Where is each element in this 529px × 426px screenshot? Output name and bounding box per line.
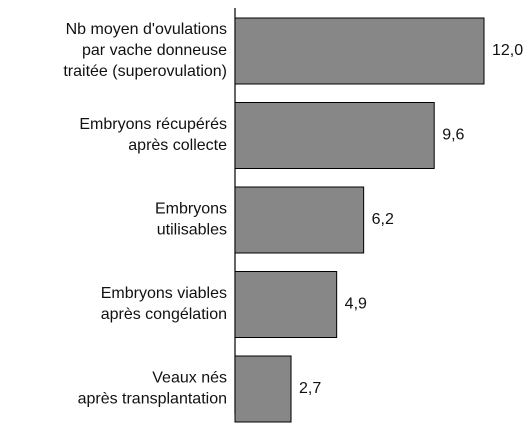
value-label: 12,0 xyxy=(492,42,523,59)
category-label: après transplantation xyxy=(78,391,227,408)
category-label: Nb moyen d'ovulations xyxy=(66,21,227,38)
value-label: 6,2 xyxy=(372,211,394,228)
category-label: utilisables xyxy=(157,222,227,239)
value-label: 9,6 xyxy=(442,127,464,144)
category-label: traitée (superovulation) xyxy=(63,63,227,80)
category-label: Embryons viables xyxy=(101,285,227,302)
bar xyxy=(234,186,365,254)
bar xyxy=(234,355,292,423)
category-label: Veaux nés xyxy=(152,370,227,387)
bar xyxy=(234,271,338,338)
category-label: après congélation xyxy=(101,306,227,323)
category-label: Embryons xyxy=(155,201,227,218)
bar xyxy=(234,17,485,85)
category-label: Embryons récupérés xyxy=(79,116,227,133)
value-label: 4,9 xyxy=(345,296,367,313)
category-label: après collecte xyxy=(128,137,227,154)
value-label: 2,7 xyxy=(299,380,321,397)
category-label: par vache donneuse xyxy=(82,42,227,59)
bar xyxy=(234,102,435,169)
